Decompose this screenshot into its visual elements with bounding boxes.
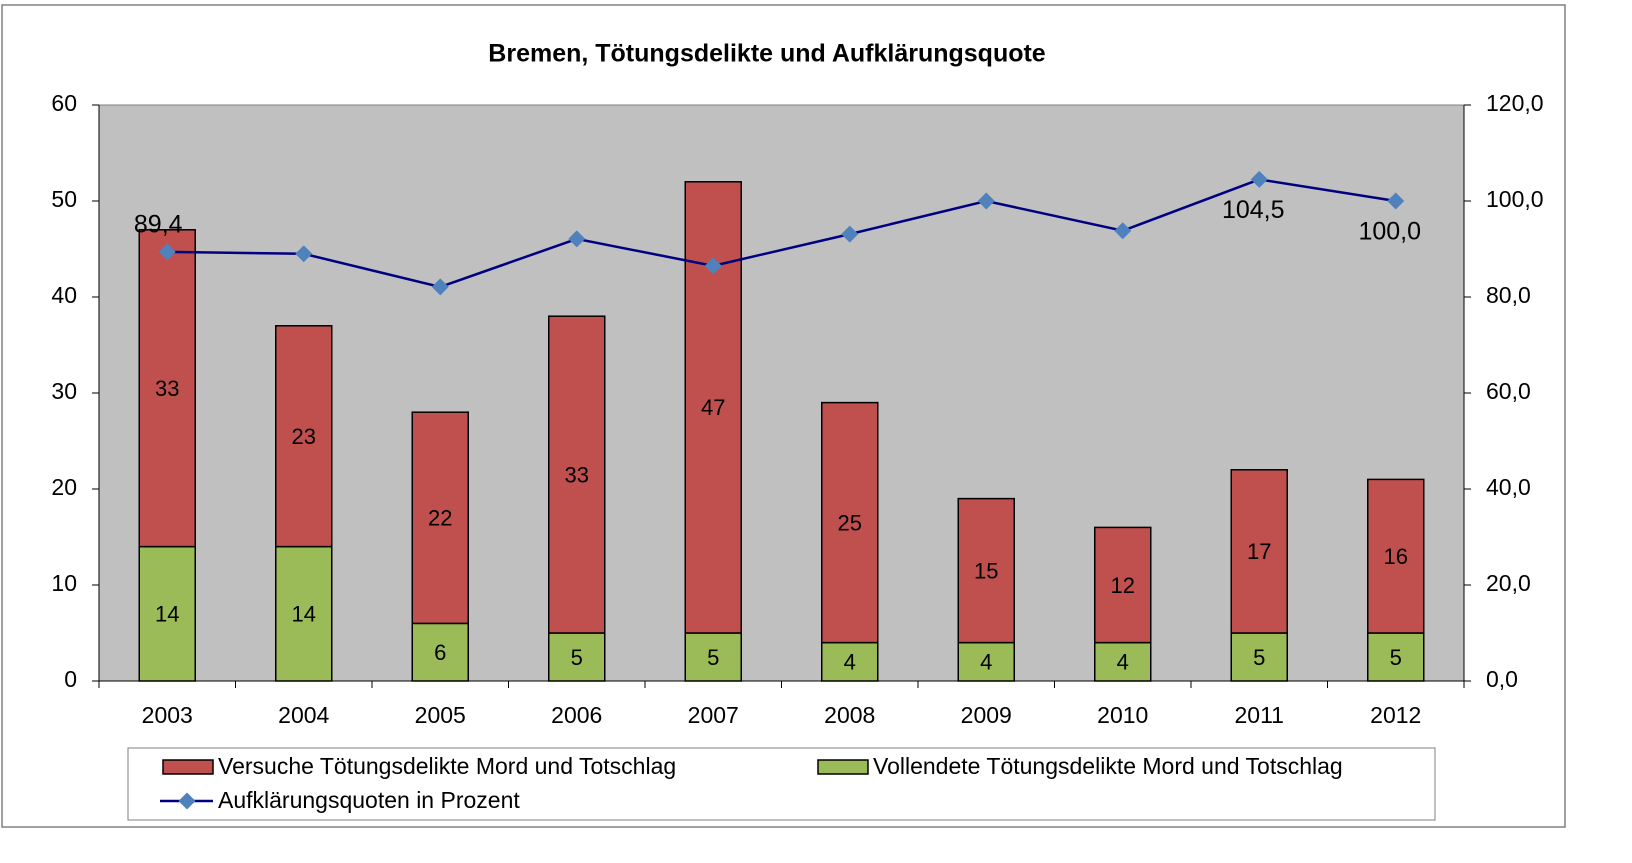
y2-tick-label: 20,0: [1486, 570, 1531, 596]
bar-value-label: 4: [844, 650, 856, 675]
bar: [548, 315, 606, 634]
bar: [1094, 641, 1152, 682]
bar: [548, 632, 606, 682]
y2-tick-label: 100,0: [1486, 186, 1544, 212]
y-tick-label: 40: [51, 282, 77, 308]
y-tick-label: 0: [64, 666, 77, 692]
line-value-label: 100,0: [1358, 218, 1421, 246]
y2-tick-label: 0,0: [1486, 666, 1518, 692]
bar-value-label: 23: [292, 424, 316, 449]
chart-title: Bremen, Tötungsdelikte und Aufklärungsqu…: [488, 40, 1046, 68]
y-tick-label: 60: [51, 90, 77, 116]
line-value-label: 89,4: [134, 210, 183, 238]
bar: [411, 622, 469, 682]
y-tick-label: 50: [51, 186, 77, 212]
line-marker: [295, 245, 313, 263]
x-tick-label: 2009: [961, 702, 1012, 728]
legend-box: [127, 747, 1436, 821]
x-tick-label: 2007: [688, 702, 739, 728]
legend-label: Aufklärungsquoten in Prozent: [218, 787, 520, 813]
y2-tick-label: 60,0: [1486, 378, 1531, 404]
x-tick-label: 2003: [142, 702, 193, 728]
bar-value-label: 22: [428, 506, 452, 531]
x-tick-label: 2011: [1235, 702, 1284, 728]
y-tick-label: 20: [51, 474, 77, 500]
bar: [1367, 478, 1425, 634]
line-value-label: 104,5: [1222, 196, 1285, 224]
line-marker: [977, 192, 995, 210]
legend-label: Versuche Tötungsdelikte Mord und Totschl…: [218, 753, 676, 779]
y2-tick-label: 80,0: [1486, 282, 1531, 308]
line-marker: [841, 225, 859, 243]
line-marker: [158, 243, 176, 261]
legend-swatch: [162, 759, 214, 775]
bar: [821, 401, 879, 644]
bar-value-label: 16: [1384, 544, 1408, 569]
bar-value-label: 33: [565, 462, 589, 487]
y-tick-label: 30: [51, 378, 77, 404]
bar: [684, 181, 742, 634]
bar: [275, 325, 333, 548]
x-tick-label: 2006: [551, 702, 602, 728]
bar: [957, 641, 1015, 682]
x-tick-label: 2010: [1097, 702, 1148, 728]
bar-value-label: 4: [980, 650, 992, 675]
bar-value-label: 15: [974, 558, 998, 583]
bar-value-label: 47: [701, 395, 725, 420]
line: [167, 178, 1396, 289]
bar: [684, 632, 742, 682]
bar-value-label: 5: [571, 645, 583, 670]
bar-value-label: 17: [1247, 539, 1271, 564]
legend-swatch: [817, 759, 869, 775]
x-tick-label: 2012: [1370, 702, 1421, 728]
x-tick-label: 2008: [824, 702, 875, 728]
bar: [821, 641, 879, 682]
line-marker: [431, 278, 449, 296]
x-tick-label: 2005: [415, 702, 466, 728]
y2-tick-label: 40,0: [1486, 474, 1531, 500]
bar-value-label: 14: [155, 602, 179, 627]
bar: [275, 545, 333, 682]
bar-value-label: 5: [1390, 645, 1402, 670]
bar-value-label: 14: [292, 602, 316, 627]
bar-value-label: 5: [1253, 645, 1265, 670]
bar-value-label: 33: [155, 376, 179, 401]
bar-value-label: 5: [707, 645, 719, 670]
bar: [138, 545, 196, 682]
legend-label: Vollendete Tötungsdelikte Mord und Totsc…: [873, 753, 1343, 779]
bar-value-label: 25: [838, 510, 862, 535]
bar: [1230, 632, 1288, 682]
x-tick-label: 2004: [278, 702, 329, 728]
bar: [138, 229, 196, 548]
bar: [957, 497, 1015, 644]
bar-value-label: 12: [1111, 573, 1135, 598]
line-marker: [568, 230, 586, 248]
y-tick-label: 10: [51, 570, 77, 596]
bar: [1230, 469, 1288, 634]
bar-value-label: 4: [1117, 650, 1129, 675]
y2-tick-label: 120,0: [1486, 90, 1544, 116]
bar: [1094, 526, 1152, 644]
bar-value-label: 6: [434, 640, 446, 665]
legend-marker: [178, 792, 196, 810]
line-marker: [704, 257, 722, 275]
bar: [411, 411, 469, 625]
